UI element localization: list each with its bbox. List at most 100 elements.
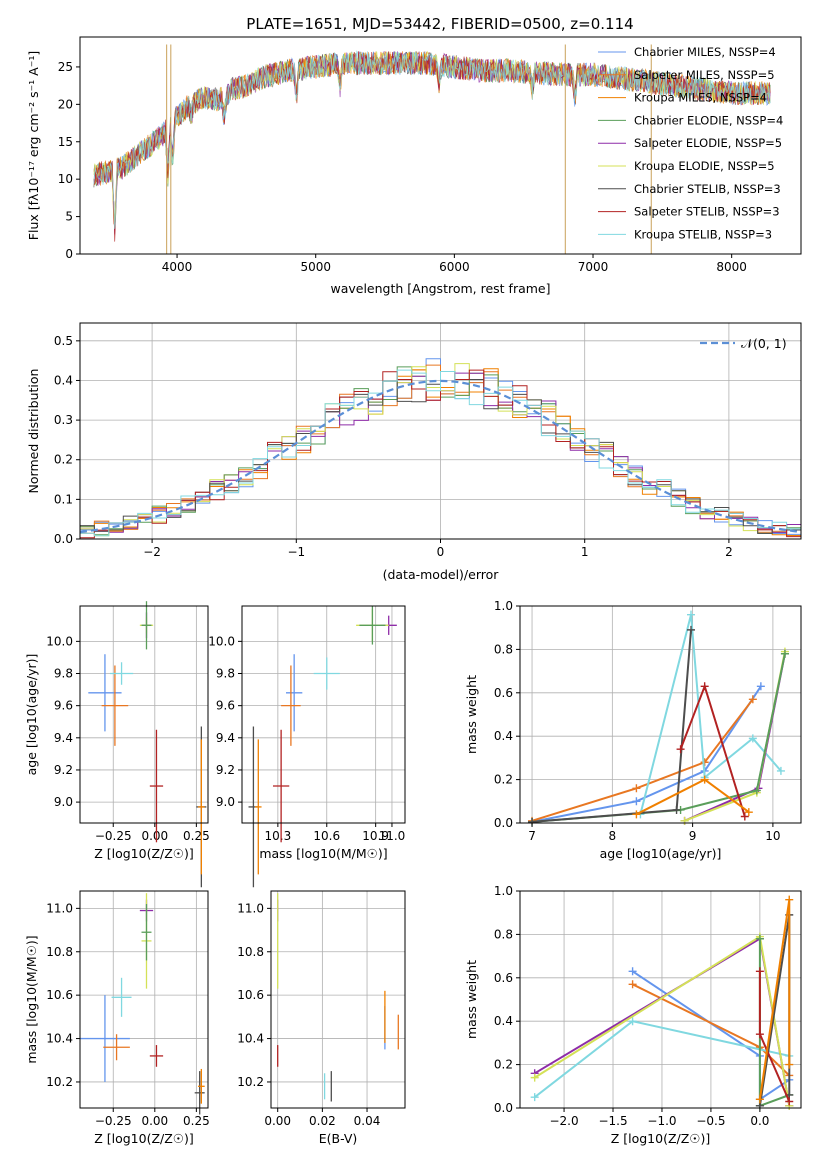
y-tick-label: 0.6 (494, 686, 513, 700)
series-marker (700, 682, 709, 691)
y-tick-label: 10.4 (237, 1032, 264, 1046)
y-tick-label: 10.4 (46, 1032, 73, 1046)
series-marker (755, 967, 764, 976)
y-tick-label: 5 (65, 210, 73, 224)
data-point (101, 665, 129, 746)
y-tick-label: 0.2 (494, 1058, 513, 1072)
x-tick-label: 0.04 (354, 1114, 381, 1128)
legend-label: 𝒩(0, 1) (741, 336, 787, 351)
x-tick-label: 6000 (439, 260, 470, 274)
data-point (194, 1071, 205, 1115)
series-marker (755, 1095, 764, 1104)
data-point (109, 662, 134, 685)
y-tick-label: 1.0 (494, 884, 513, 898)
data-point (141, 904, 152, 961)
x-tick-label: 8000 (716, 260, 747, 274)
y-tick-label: 9.8 (216, 667, 235, 681)
series-marker (700, 775, 709, 784)
plot-frame (79, 36, 802, 255)
x-tick-label: 10.3 (265, 829, 292, 843)
spectrum-chart: 4000 5000 6000 7000 8000 0 5 10 15 20 25 wavelength… (26, 36, 802, 296)
plot-frame (79, 322, 802, 540)
y-tick-label: 0.3 (54, 413, 73, 427)
y-tick-label: 15 (58, 135, 73, 149)
series-marker (755, 1030, 764, 1039)
legend-label: Kroupa ELODIE, NSSP=5 (634, 159, 775, 173)
y-tick-label: 0.4 (494, 729, 513, 743)
legend-label: Chabrier MILES, NSSP=4 (634, 45, 776, 59)
data-point (149, 729, 164, 843)
y-tick-label: 10.6 (46, 988, 73, 1002)
plot-frame (270, 890, 406, 1109)
series-marker (676, 745, 685, 754)
series-line (531, 629, 692, 823)
y-tick-label: 1.0 (494, 599, 513, 613)
legend-label: Kroupa STELIB, NSSP=3 (634, 227, 772, 241)
x-axis-label: (data-model)/error (383, 567, 500, 582)
mass-weight-series (676, 682, 749, 821)
series-marker (700, 758, 709, 767)
legend-label: Salpeter STELIB, NSSP=3 (634, 205, 780, 219)
weight-vs-metallicity-chart: −2.0 −1.5 −1.0 −0.5 0.0 0.0 0.2 0.4 0.6 0.8 1.0 Z [… (464, 884, 802, 1146)
y-tick-label: 0.2 (54, 453, 73, 467)
series-marker (785, 1097, 794, 1106)
x-tick-label: 1 (581, 545, 589, 559)
series-marker (672, 805, 681, 814)
x-axis-label: mass [log10(M/M☉)] (259, 846, 387, 861)
data-point (80, 995, 130, 1082)
y-tick-label: 0.2 (494, 773, 513, 787)
y-tick-label: 10.2 (237, 1075, 264, 1089)
data-point (88, 654, 122, 732)
x-tick-label: 2 (725, 545, 733, 559)
mass-vs-reddening-chart: 0.00 0.02 0.04 10.2 10.4 10.6 10.8 11.0 E(B-V) (237, 890, 406, 1146)
data-point (272, 729, 290, 843)
legend-label: Salpeter MILES, NSSP=5 (634, 68, 775, 82)
series-marker (628, 1017, 637, 1026)
y-axis-label: mass [log10(M/M☉)] (24, 935, 39, 1063)
residuals-histogram: −2 −1 0 1 2 0.0 0.1 0.2 0.3 0.4 0.5 (data-model)/er… (26, 322, 802, 582)
series-marker (632, 784, 641, 793)
x-tick-label: 0.02 (309, 1114, 336, 1128)
series-marker (528, 817, 537, 826)
data-point (359, 606, 386, 645)
y-axis-label: Normed distribution (26, 369, 41, 494)
data-point (255, 739, 262, 875)
page-title: PLATE=1651, MJD=53442, FIBERID=0500, z=0… (246, 15, 633, 33)
y-tick-label: 11.0 (237, 901, 264, 915)
mass-weight-series (755, 895, 794, 1104)
x-tick-label: 10.6 (313, 829, 340, 843)
data-point (149, 1045, 164, 1067)
mass-weight-series (528, 625, 696, 826)
x-tick-label: −0.25 (95, 1114, 132, 1128)
y-tick-label: 11.0 (46, 901, 73, 915)
series-marker (687, 625, 696, 634)
y-axis-label: mass weight (464, 675, 479, 754)
y-tick-label: 9.4 (54, 731, 73, 745)
x-tick-label: 0.25 (183, 1114, 210, 1128)
spectrum-line (93, 50, 771, 229)
y-tick-label: 0.4 (54, 373, 73, 387)
x-tick-label: 0 (437, 545, 445, 559)
plot-frame (241, 605, 406, 824)
y-tick-label: 0.8 (494, 927, 513, 941)
plot-frame (79, 605, 209, 824)
spectrum-legend: Chabrier MILES, NSSP=4 Salpeter MILES, NS… (598, 45, 783, 241)
y-tick-label: 10.0 (46, 634, 73, 648)
data-point (111, 977, 132, 1017)
x-axis-label: wavelength [Angstrom, rest frame] (330, 281, 550, 296)
series-marker (748, 734, 757, 743)
x-tick-label: −1.5 (598, 1114, 627, 1128)
series-marker (632, 810, 641, 819)
mass-vs-metallicity-chart: −0.25 0.00 0.25 10.2 10.4 10.6 10.8 11.0 Z [log1… (24, 890, 210, 1146)
x-tick-label: 11.0 (379, 829, 406, 843)
data-point (313, 657, 340, 690)
x-tick-label: 5000 (300, 260, 331, 274)
y-tick-label: 9.8 (54, 667, 73, 681)
y-tick-label: 0.0 (54, 532, 73, 546)
y-tick-label: 10.2 (46, 1075, 73, 1089)
x-tick-label: 4000 (162, 260, 193, 274)
series-marker (530, 1073, 539, 1082)
data-point (281, 665, 301, 746)
y-tick-label: 10.0 (208, 634, 235, 648)
series-marker (755, 934, 764, 943)
